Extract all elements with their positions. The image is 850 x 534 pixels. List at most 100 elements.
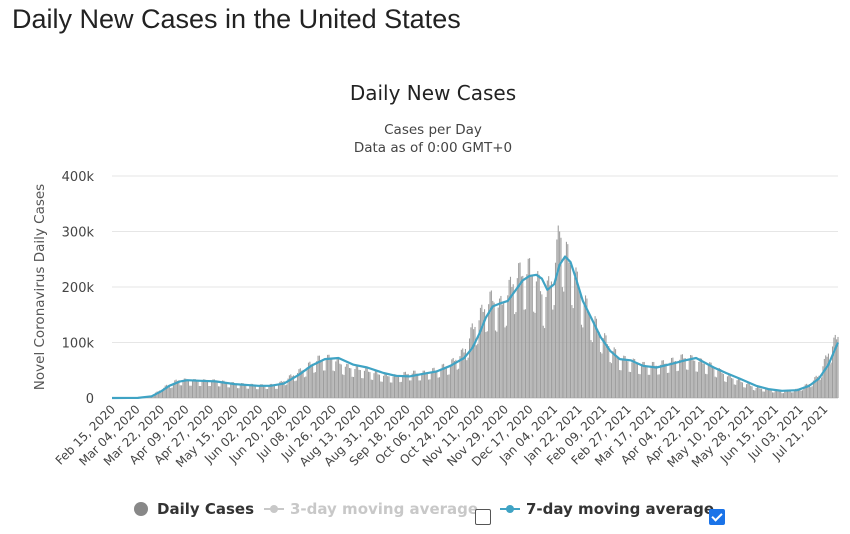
daily-case-bar <box>579 292 581 398</box>
daily-case-bar <box>750 385 752 398</box>
daily-case-bar <box>239 384 241 398</box>
daily-case-bar <box>572 308 574 398</box>
daily-case-bar <box>524 309 527 398</box>
daily-case-bar <box>829 364 831 398</box>
daily-case-bar <box>605 335 607 398</box>
daily-case-bar <box>473 329 475 398</box>
line-marker-icon <box>500 502 520 516</box>
daily-case-bar <box>688 359 690 398</box>
daily-case-bar <box>231 382 233 398</box>
y-axis-labels: 0 100k 200k 300k 400k <box>62 170 95 407</box>
y-axis-title: Novel Coronavirus Daily Cases <box>32 184 48 390</box>
daily-case-bar <box>759 388 761 398</box>
daily-case-bar <box>722 373 724 398</box>
daily-case-bar <box>725 382 727 398</box>
legend-item-3day-average[interactable]: 3-day moving average <box>264 500 478 518</box>
daily-case-bar <box>152 395 154 398</box>
daily-case-bar <box>159 390 161 398</box>
daily-case-bar <box>208 386 210 398</box>
daily-case-bar <box>692 360 694 398</box>
daily-case-bar <box>329 359 331 398</box>
daily-case-bar <box>355 365 357 398</box>
daily-case-bar <box>534 312 536 398</box>
daily-case-bar <box>425 373 427 398</box>
daily-case-bar <box>336 357 338 398</box>
daily-case-bar <box>602 338 604 398</box>
daily-case-bar <box>493 302 495 398</box>
daily-case-bar <box>565 241 567 398</box>
daily-case-bar <box>368 371 370 398</box>
daily-case-bar <box>381 381 383 398</box>
daily-case-bar <box>351 376 353 398</box>
daily-case-bar <box>377 374 379 398</box>
daily-case-bar <box>269 383 271 398</box>
daily-case-bar <box>754 390 756 398</box>
daily-case-bar <box>654 365 656 398</box>
daily-case-bar <box>765 389 767 398</box>
daily-case-bar <box>250 383 252 398</box>
daily-case-bar <box>685 369 688 398</box>
daily-case-bar <box>301 370 303 398</box>
daily-case-bar <box>500 295 502 398</box>
daily-case-bar <box>519 262 521 398</box>
daily-case-bar <box>478 320 480 398</box>
daily-case-bar <box>733 384 735 398</box>
daily-case-bar <box>681 354 683 398</box>
daily-case-bar <box>485 332 487 398</box>
legend-item-daily-cases[interactable]: Daily Cases <box>134 500 254 518</box>
daily-case-bar <box>784 391 786 398</box>
legend-item-7day-average[interactable]: 7-day moving average <box>500 500 714 518</box>
daily-case-bar <box>694 360 696 398</box>
toggle-3day-checkbox[interactable] <box>475 509 491 525</box>
daily-case-bar <box>419 380 421 398</box>
daily-case-bar <box>762 391 764 398</box>
daily-case-bar <box>758 387 760 398</box>
daily-case-bar <box>455 359 457 398</box>
daily-case-bar <box>735 384 737 398</box>
daily-case-bar <box>675 361 677 398</box>
daily-case-bar <box>193 379 195 398</box>
daily-case-bar <box>470 327 472 398</box>
daily-case-bar <box>202 379 204 398</box>
daily-case-bar <box>716 377 718 398</box>
daily-case-bar <box>700 358 703 398</box>
daily-case-bar <box>317 355 319 398</box>
daily-case-bar <box>549 285 551 398</box>
daily-case-bar <box>275 388 277 398</box>
daily-case-bar <box>569 264 572 398</box>
daily-case-bar <box>561 287 563 398</box>
toggle-7day-checkbox[interactable] <box>709 509 725 525</box>
daily-case-bar <box>316 361 318 398</box>
daily-case-bar <box>631 362 633 398</box>
daily-case-bar <box>781 393 783 398</box>
daily-case-bar <box>172 382 174 398</box>
daily-case-bar <box>589 314 591 398</box>
daily-case-bar <box>756 387 759 398</box>
daily-case-bar <box>271 383 273 398</box>
daily-case-bar <box>423 370 426 398</box>
daily-case-bar <box>632 358 634 398</box>
daily-case-bar <box>282 381 284 398</box>
daily-case-bar <box>459 356 461 398</box>
daily-case-bar <box>706 374 708 398</box>
daily-case-bar <box>160 391 162 398</box>
daily-case-bar <box>827 353 829 398</box>
daily-case-bar <box>376 371 378 398</box>
daily-case-bar <box>176 380 179 398</box>
daily-case-bar <box>440 368 442 398</box>
daily-case-bar <box>520 276 522 398</box>
daily-case-bar <box>268 385 270 398</box>
daily-case-bar <box>504 327 506 398</box>
daily-case-bar <box>344 366 346 398</box>
daily-case-bar <box>707 365 709 398</box>
daily-case-bar <box>373 373 375 398</box>
daily-case-bar <box>299 368 301 398</box>
daily-case-bar <box>538 274 540 398</box>
daily-case-bar <box>587 311 589 398</box>
daily-case-bar <box>501 304 503 398</box>
daily-case-bar <box>191 381 194 398</box>
daily-case-bar <box>630 372 632 398</box>
daily-case-bar <box>584 295 587 398</box>
daily-case-bar <box>546 280 548 398</box>
daily-case-bar <box>530 274 532 398</box>
